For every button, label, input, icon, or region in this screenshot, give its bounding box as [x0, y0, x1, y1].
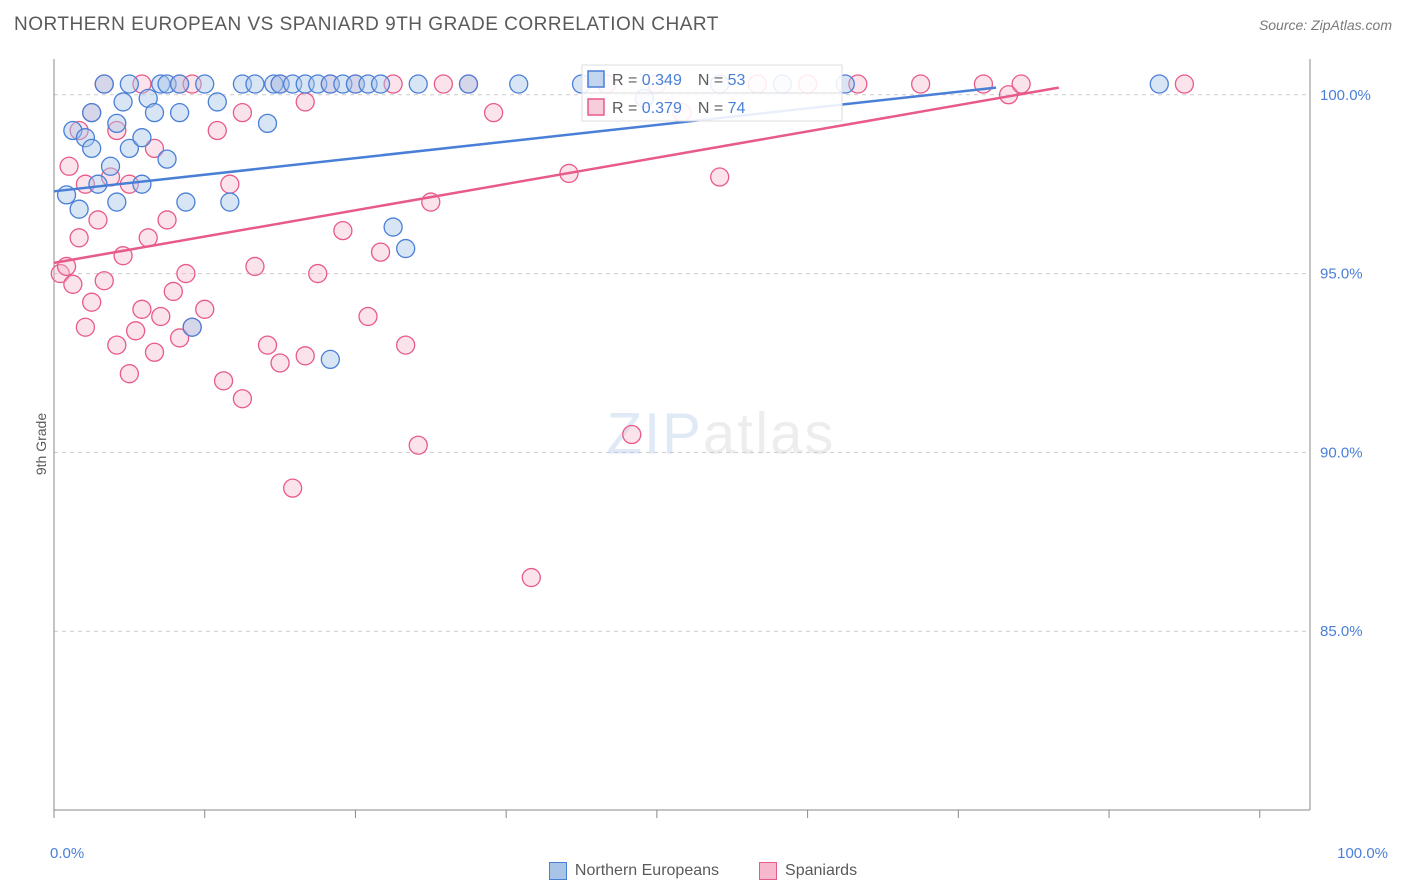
plot-area: 9th Grade 85.0%90.0%95.0%100.0%ZIPatlasR…	[50, 55, 1392, 832]
y-tick-label: 100.0%	[1320, 87, 1371, 104]
data-point	[711, 168, 729, 186]
y-axis-label: 9th Grade	[33, 412, 49, 474]
data-point	[158, 150, 176, 168]
data-point	[120, 75, 138, 93]
data-point	[120, 365, 138, 383]
data-point	[133, 129, 151, 147]
data-point	[127, 322, 145, 340]
data-point	[76, 318, 94, 336]
x-axis-max-label: 100.0%	[1337, 845, 1388, 862]
data-point	[102, 157, 120, 175]
data-point	[409, 75, 427, 93]
data-point	[221, 193, 239, 211]
chart-title: NORTHERN EUROPEAN VS SPANIARD 9TH GRADE …	[14, 14, 719, 36]
data-point	[1150, 75, 1168, 93]
data-point	[196, 300, 214, 318]
data-point	[133, 300, 151, 318]
chart-header: NORTHERN EUROPEAN VS SPANIARD 9TH GRADE …	[14, 14, 1392, 36]
data-point	[284, 479, 302, 497]
data-point	[183, 318, 201, 336]
scatter-plot: 85.0%90.0%95.0%100.0%ZIPatlasR = 0.349N …	[50, 55, 1392, 832]
data-point	[321, 350, 339, 368]
data-point	[510, 75, 528, 93]
data-point	[359, 307, 377, 325]
data-point	[158, 211, 176, 229]
data-point	[60, 157, 78, 175]
data-point	[1012, 75, 1030, 93]
data-point	[259, 336, 277, 354]
data-point	[177, 265, 195, 283]
data-point	[522, 569, 540, 587]
legend: Northern Europeans Spaniards	[0, 862, 1406, 880]
data-point	[459, 75, 477, 93]
data-point	[171, 104, 189, 122]
data-point	[233, 390, 251, 408]
data-point	[372, 75, 390, 93]
data-point	[83, 139, 101, 157]
data-point	[246, 257, 264, 275]
source-attribution: Source: ZipAtlas.com	[1259, 17, 1392, 33]
data-point	[108, 336, 126, 354]
data-point	[108, 114, 126, 132]
data-point	[1175, 75, 1193, 93]
data-point	[108, 193, 126, 211]
legend-swatch	[759, 862, 777, 880]
data-point	[114, 93, 132, 111]
data-point	[177, 193, 195, 211]
data-point	[208, 93, 226, 111]
data-point	[221, 175, 239, 193]
data-point	[259, 114, 277, 132]
data-point	[89, 175, 107, 193]
y-tick-label: 90.0%	[1320, 444, 1363, 461]
data-point	[215, 372, 233, 390]
data-point	[296, 93, 314, 111]
data-point	[334, 222, 352, 240]
data-point	[83, 104, 101, 122]
data-point	[95, 272, 113, 290]
x-axis-min-label: 0.0%	[50, 845, 84, 862]
data-point	[397, 240, 415, 258]
trend-line	[54, 88, 996, 192]
data-point	[271, 354, 289, 372]
stats-row: R = 0.379N = 74	[612, 100, 746, 117]
data-point	[912, 75, 930, 93]
data-point	[133, 175, 151, 193]
data-point	[145, 343, 163, 361]
stats-row: R = 0.349N = 53	[612, 72, 746, 89]
data-point	[70, 200, 88, 218]
data-point	[171, 75, 189, 93]
data-point	[434, 75, 452, 93]
legend-label: Spaniards	[785, 862, 857, 880]
data-point	[409, 436, 427, 454]
data-point	[397, 336, 415, 354]
data-point	[208, 122, 226, 140]
data-point	[64, 275, 82, 293]
y-tick-label: 85.0%	[1320, 623, 1363, 640]
data-point	[70, 229, 88, 247]
data-point	[233, 104, 251, 122]
legend-item: Northern Europeans	[549, 862, 719, 880]
data-point	[89, 211, 107, 229]
data-point	[296, 347, 314, 365]
data-point	[372, 243, 390, 261]
legend-label: Northern Europeans	[575, 862, 719, 880]
data-point	[164, 282, 182, 300]
data-point	[196, 75, 214, 93]
legend-item: Spaniards	[759, 862, 857, 880]
y-tick-label: 95.0%	[1320, 266, 1363, 283]
legend-swatch	[549, 862, 567, 880]
data-point	[246, 75, 264, 93]
data-point	[83, 293, 101, 311]
data-point	[623, 426, 641, 444]
data-point	[145, 104, 163, 122]
data-point	[384, 218, 402, 236]
data-point	[152, 307, 170, 325]
data-point	[485, 104, 503, 122]
data-point	[309, 265, 327, 283]
data-point	[95, 75, 113, 93]
